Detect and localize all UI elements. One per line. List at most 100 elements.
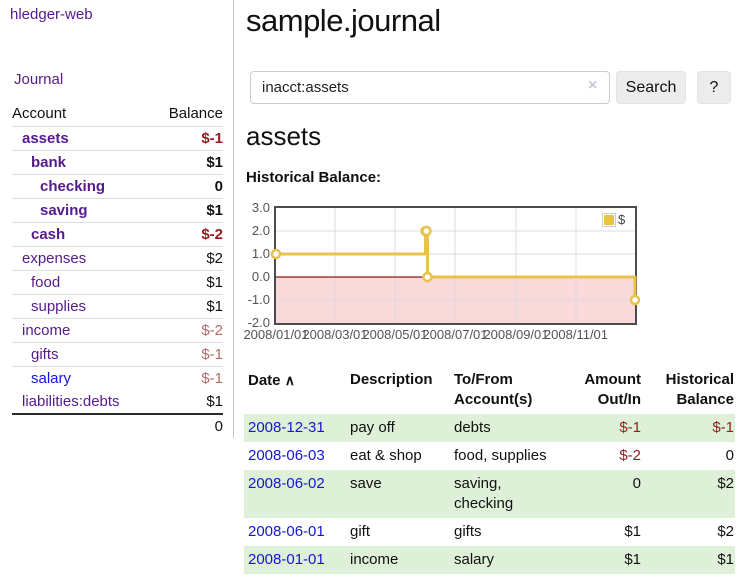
register-balance-cell: $1 bbox=[717, 551, 734, 568]
register-row: 2008-12-31 pay off debts $-1 $-1 bbox=[244, 414, 735, 442]
account-row: food $1 bbox=[12, 270, 223, 295]
sidebar-divider bbox=[233, 0, 234, 438]
sidebar-account-saving[interactable]: saving bbox=[40, 202, 88, 219]
register-date-cell: 2008-06-01 bbox=[244, 518, 346, 546]
register-header-amount: Amount Out/In bbox=[584, 371, 641, 408]
account-name-cell: assets bbox=[12, 126, 153, 151]
account-balance: $-1 bbox=[152, 342, 223, 367]
data-point[interactable] bbox=[421, 225, 432, 237]
accounts-total-value: 0 bbox=[152, 413, 223, 438]
account-row: salary $-1 bbox=[12, 367, 223, 391]
account-balance: $1 bbox=[152, 294, 223, 319]
data-point[interactable] bbox=[629, 294, 641, 306]
account-balance: $-2 bbox=[152, 222, 223, 247]
x-tick-label: 2008/03/01 bbox=[302, 327, 368, 342]
register-accounts-cell: debts bbox=[454, 419, 491, 436]
register-description-cell: eat & shop bbox=[350, 447, 422, 464]
sidebar-account-expenses[interactable]: expenses bbox=[22, 250, 87, 267]
search-button[interactable]: Search bbox=[616, 71, 686, 104]
transaction-date-link[interactable]: 2008-12-31 bbox=[248, 419, 325, 436]
balance-chart-plot[interactable] bbox=[270, 208, 641, 323]
register-row: 2008-06-03 eat & shop food, supplies $-2 0 bbox=[244, 442, 735, 470]
register-description-cell: save bbox=[350, 475, 382, 492]
register-row: 2008-06-01 gift gifts $1 $2 bbox=[244, 518, 735, 546]
transaction-date-link[interactable]: 2008-06-03 bbox=[248, 447, 325, 464]
x-tick-label: 2008/01/01 bbox=[243, 327, 309, 342]
register-amount-cell: 0 bbox=[632, 475, 641, 492]
register-description-cell: income bbox=[350, 551, 399, 568]
sidebar-account-gifts[interactable]: gifts bbox=[31, 346, 59, 363]
x-tick-label: 2008/05/01 bbox=[362, 327, 428, 342]
account-row: bank $1 bbox=[12, 150, 223, 175]
help-button[interactable]: ? bbox=[697, 71, 731, 104]
register-accounts-cell: gifts bbox=[454, 523, 482, 540]
sidebar-account-checking[interactable]: checking bbox=[40, 178, 106, 195]
app-brand-link[interactable]: hledger-web bbox=[10, 6, 93, 23]
account-name-cell: salary bbox=[12, 367, 152, 391]
register-row: 2008-01-01 income salary $1 $1 bbox=[244, 546, 735, 574]
account-row: gifts $-1 bbox=[12, 342, 223, 367]
register-row: 2008-06-02 save saving, checking 0 $2 bbox=[244, 470, 735, 518]
register-balance-cell: $-1 bbox=[712, 419, 734, 436]
legend-label: $ bbox=[618, 212, 626, 227]
account-row: assets $-1 bbox=[12, 126, 223, 151]
account-balance: $1 bbox=[152, 198, 223, 223]
register-accounts-cell: food, supplies bbox=[454, 447, 547, 464]
transaction-date-link[interactable]: 2008-06-02 bbox=[248, 475, 325, 492]
search-input[interactable] bbox=[250, 71, 610, 104]
account-row: checking 0 bbox=[12, 174, 223, 199]
sort-ascending-icon: ∧ bbox=[284, 372, 295, 388]
account-name-cell: cash bbox=[12, 222, 153, 247]
accounts-total-spacer bbox=[12, 413, 153, 438]
transaction-date-link[interactable]: 2008-06-01 bbox=[248, 523, 325, 540]
account-balance: $-2 bbox=[152, 318, 223, 343]
register-date-cell: 2008-01-01 bbox=[244, 546, 346, 574]
accounts-header-balance: Balance bbox=[152, 102, 223, 127]
register-accounts-cell: saving, checking bbox=[454, 475, 514, 512]
page-title: sample.journal bbox=[246, 3, 441, 38]
account-name-cell: supplies bbox=[12, 294, 153, 319]
account-name-cell: saving bbox=[12, 198, 153, 223]
account-row: income $-2 bbox=[12, 318, 223, 343]
register-header-description: Description bbox=[350, 371, 433, 388]
register-header-date[interactable]: Date ∧ bbox=[244, 366, 346, 414]
sidebar-account-assets[interactable]: assets bbox=[22, 130, 69, 147]
register-balance-cell: $2 bbox=[717, 523, 734, 540]
chart-title: Historical Balance: bbox=[246, 169, 382, 186]
sidebar-account-income[interactable]: income bbox=[22, 322, 71, 339]
legend-swatch-icon bbox=[602, 212, 616, 227]
register-description-cell: gift bbox=[350, 523, 371, 540]
accounts-total-row: 0 bbox=[12, 413, 223, 438]
sidebar-account-bank[interactable]: bank bbox=[31, 154, 67, 171]
sidebar-item-journal[interactable]: Journal bbox=[14, 71, 64, 88]
account-row: saving $1 bbox=[12, 198, 223, 223]
account-row: liabilities:debts $1 bbox=[12, 390, 223, 415]
sidebar-account-supplies[interactable]: supplies bbox=[31, 298, 87, 315]
account-balance: 0 bbox=[152, 174, 223, 199]
account-balance: $-1 bbox=[201, 370, 223, 387]
date-header-label: Date bbox=[248, 372, 281, 389]
register-date-cell: 2008-06-02 bbox=[244, 470, 346, 518]
register-amount-cell: $1 bbox=[624, 551, 641, 568]
account-balance: $2 bbox=[152, 246, 223, 271]
account-balance: $1 bbox=[152, 150, 223, 175]
clear-search-icon[interactable]: × bbox=[588, 77, 598, 94]
account-balance: $1 bbox=[152, 270, 223, 295]
register-amount-cell: $-1 bbox=[619, 419, 641, 436]
account-row: supplies $1 bbox=[12, 294, 223, 319]
register-balance-cell: 0 bbox=[725, 447, 734, 464]
data-point[interactable] bbox=[270, 248, 282, 260]
y-tick-label: -1.0 bbox=[247, 292, 270, 307]
register-table: Date ∧ Description To/From Account(s) Am… bbox=[244, 366, 735, 574]
sidebar-account-food[interactable]: food bbox=[31, 274, 61, 291]
account-name-cell: income bbox=[12, 318, 153, 343]
balance-chart[interactable] bbox=[270, 206, 641, 325]
sidebar-account-liabilities-debts[interactable]: liabilities:debts bbox=[22, 393, 120, 410]
transaction-date-link[interactable]: 2008-01-01 bbox=[248, 551, 325, 568]
data-point[interactable] bbox=[422, 271, 433, 283]
register-description-cell: pay off bbox=[350, 419, 395, 436]
account-balance: $1 bbox=[152, 390, 223, 415]
sidebar-account-salary[interactable]: salary bbox=[31, 370, 72, 387]
accounts-header-account: Account bbox=[12, 102, 153, 127]
sidebar-account-cash[interactable]: cash bbox=[31, 226, 66, 243]
